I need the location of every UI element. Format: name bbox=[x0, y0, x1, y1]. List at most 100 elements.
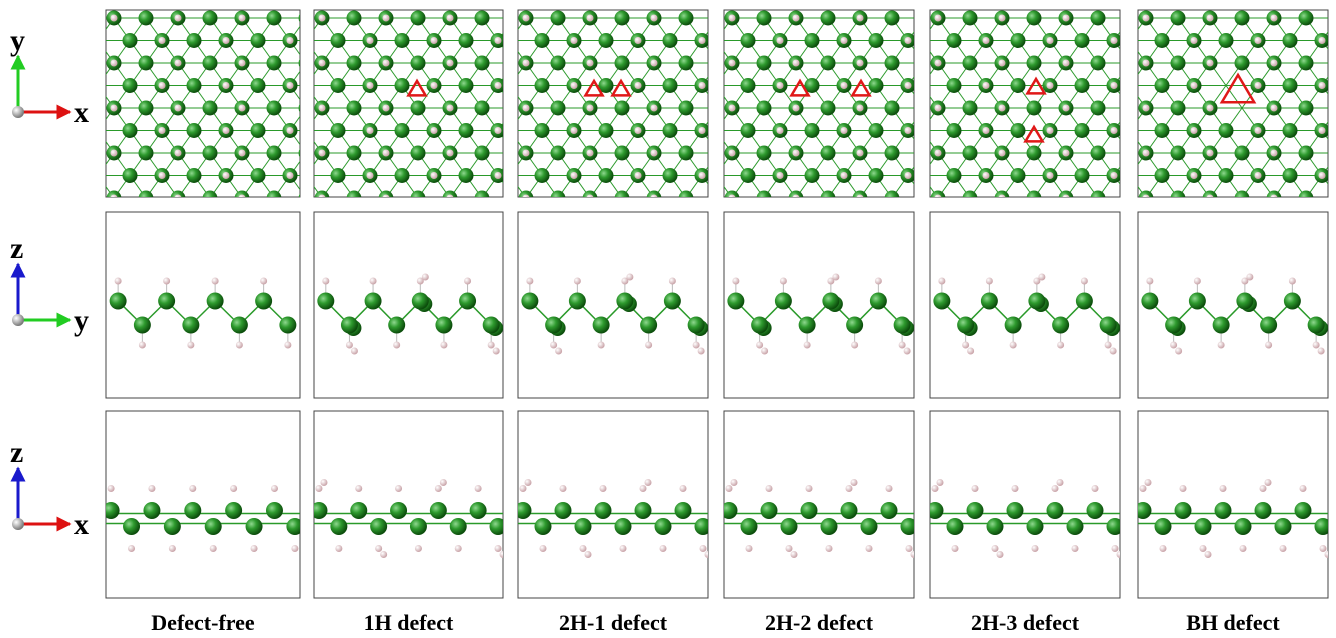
carbon-atom bbox=[1235, 56, 1250, 71]
hydrogen-atom bbox=[635, 172, 642, 179]
hydrogen-atom bbox=[640, 485, 647, 492]
carbon-atom bbox=[347, 56, 362, 71]
hydrogen-atom bbox=[1072, 545, 1079, 552]
carbon-atom bbox=[915, 168, 930, 183]
carbon-atom bbox=[388, 317, 405, 334]
carbon-atom bbox=[593, 317, 610, 334]
hydrogen-atom bbox=[680, 485, 687, 492]
carbon-atom bbox=[821, 518, 838, 535]
carbon-atom bbox=[1123, 123, 1138, 138]
hydrogen-atom bbox=[713, 172, 720, 179]
carbon-atom bbox=[267, 56, 282, 71]
carbon-atom bbox=[1219, 33, 1234, 48]
hydrogen-atom bbox=[905, 37, 912, 44]
carbon-atom bbox=[751, 317, 768, 334]
carbon-atom bbox=[1308, 317, 1325, 334]
carbon-atom bbox=[1011, 78, 1026, 93]
carbon-atom bbox=[595, 502, 612, 519]
carbon-atom bbox=[885, 56, 900, 71]
carbon-atom bbox=[917, 101, 932, 116]
hydrogen-atom bbox=[938, 278, 945, 285]
hydrogen-atom bbox=[832, 274, 839, 281]
carbon-atom bbox=[459, 293, 476, 310]
carbon-atom bbox=[869, 78, 884, 93]
hydrogen-atom bbox=[571, 172, 578, 179]
carbon-atom bbox=[679, 191, 694, 206]
hydrogen-atom bbox=[380, 551, 387, 558]
hydrogen-atom bbox=[921, 15, 928, 22]
carbon-atom bbox=[1047, 502, 1064, 519]
panel bbox=[1135, 411, 1332, 598]
hydrogen-atom bbox=[598, 342, 605, 349]
hydrogen-atom bbox=[780, 278, 787, 285]
hydrogen-atom bbox=[1280, 545, 1287, 552]
carbon-atom bbox=[805, 168, 820, 183]
carbon-atom bbox=[1011, 123, 1026, 138]
hydrogen-atom bbox=[355, 485, 362, 492]
carbon-atom bbox=[459, 123, 474, 138]
hydrogen-atom bbox=[1145, 479, 1152, 486]
hydrogen-atom bbox=[574, 278, 581, 285]
hydrogen-atom bbox=[303, 172, 310, 179]
hydrogen-atom bbox=[303, 82, 310, 89]
hydrogen-atom bbox=[431, 127, 438, 134]
hydrogen-atom bbox=[383, 15, 390, 22]
hydrogen-atom bbox=[1081, 278, 1088, 285]
carbon-atom bbox=[475, 11, 490, 26]
carbon-atom bbox=[187, 123, 202, 138]
hydrogen-atom bbox=[108, 485, 115, 492]
carbon-atom bbox=[695, 518, 712, 535]
hydrogen-atom bbox=[159, 82, 166, 89]
hydrogen-atom bbox=[972, 485, 979, 492]
carbon-atom bbox=[901, 518, 918, 535]
hydrogen-atom bbox=[1289, 278, 1296, 285]
hydrogen-atom bbox=[383, 60, 390, 67]
carbon-atom bbox=[187, 33, 202, 48]
hydrogen-atom bbox=[1325, 551, 1332, 558]
hydrogen-atom bbox=[383, 105, 390, 112]
hydrogen-atom bbox=[383, 195, 390, 202]
hydrogen-atom bbox=[303, 150, 310, 157]
bond bbox=[82, 131, 98, 154]
hydrogen-atom bbox=[699, 37, 706, 44]
hydrogen-atom bbox=[1207, 60, 1214, 67]
hydrogen-atom bbox=[857, 195, 864, 202]
carbon-atom bbox=[616, 293, 633, 310]
hydrogen-atom bbox=[319, 195, 326, 202]
carbon-atom bbox=[410, 518, 427, 535]
carbon-atom bbox=[933, 293, 950, 310]
carbon-atom bbox=[757, 101, 772, 116]
hydrogen-atom bbox=[937, 479, 944, 486]
hydrogen-atom bbox=[786, 545, 793, 552]
carbon-atom bbox=[1155, 168, 1170, 183]
hydrogen-atom bbox=[1127, 15, 1134, 22]
axis-origin bbox=[12, 106, 24, 118]
carbon-atom bbox=[615, 146, 630, 161]
hydrogen-atom bbox=[523, 15, 530, 22]
hydrogen-atom bbox=[857, 15, 864, 22]
hydrogen-atom bbox=[983, 127, 990, 134]
carbon-atom bbox=[551, 191, 566, 206]
carbon-atom bbox=[1315, 518, 1332, 535]
carbon-atom bbox=[1075, 123, 1090, 138]
hydrogen-atom bbox=[905, 127, 912, 134]
carbon-atom bbox=[475, 101, 490, 116]
carbon-atom bbox=[205, 518, 222, 535]
carbon-atom bbox=[395, 33, 410, 48]
carbon-atom bbox=[663, 78, 678, 93]
hydrogen-atom bbox=[921, 150, 928, 157]
bond bbox=[82, 41, 98, 64]
hydrogen-atom bbox=[111, 150, 118, 157]
hydrogen-atom bbox=[319, 105, 326, 112]
hydrogen-atom bbox=[1127, 37, 1134, 44]
carbon-atom bbox=[711, 146, 726, 161]
carbon-atom bbox=[347, 191, 362, 206]
hydrogen-atom bbox=[447, 150, 454, 157]
hydrogen-atom bbox=[1180, 485, 1187, 492]
hydrogen-atom bbox=[1207, 15, 1214, 22]
carbon-atom bbox=[1299, 191, 1314, 206]
carbon-atom bbox=[1255, 502, 1272, 519]
axis-label: z bbox=[10, 436, 23, 469]
hydrogen-atom bbox=[729, 150, 736, 157]
hydrogen-atom bbox=[370, 278, 377, 285]
